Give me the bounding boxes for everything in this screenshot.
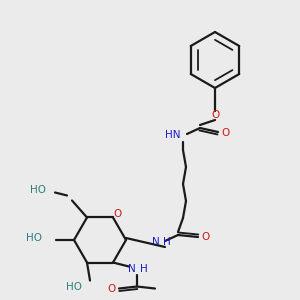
Text: O: O — [201, 232, 209, 242]
Text: N: N — [152, 237, 160, 247]
Text: HO: HO — [26, 233, 42, 243]
Text: O: O — [221, 128, 229, 138]
Text: HN: HN — [164, 130, 180, 140]
Text: H: H — [140, 263, 148, 274]
Text: HO: HO — [66, 281, 82, 292]
Text: O: O — [211, 110, 219, 120]
Text: N: N — [128, 263, 136, 274]
Text: HO: HO — [30, 185, 46, 196]
Text: O: O — [114, 209, 122, 220]
Text: O: O — [108, 284, 116, 293]
Text: H: H — [163, 237, 171, 247]
